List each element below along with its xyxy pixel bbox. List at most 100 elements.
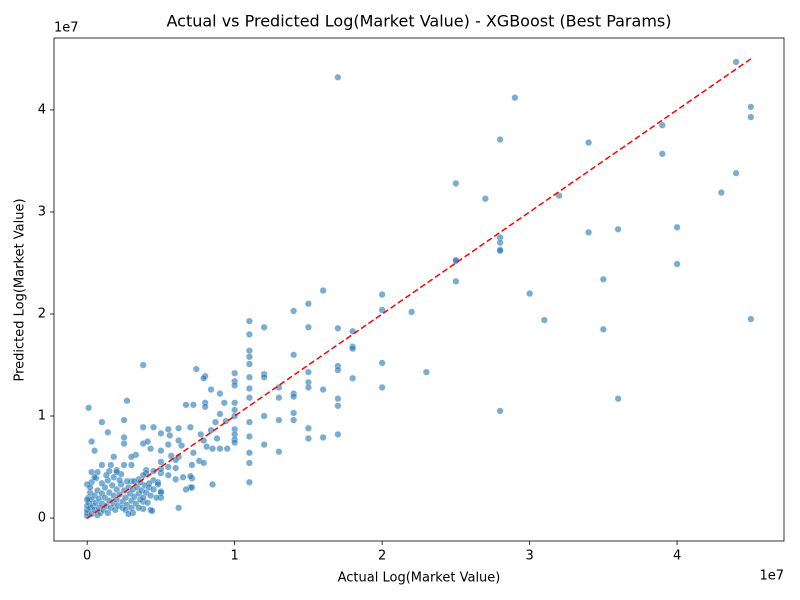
- scatter-point: [378, 306, 386, 314]
- scatter-point: [86, 483, 94, 491]
- scatter-point: [189, 449, 197, 457]
- scatter-point: [496, 247, 504, 255]
- scatter-point: [732, 58, 740, 66]
- scatter-point: [144, 437, 152, 446]
- scatter-point: [220, 399, 228, 407]
- scatter-point: [189, 401, 197, 409]
- scatter-point: [717, 189, 725, 197]
- scatter-point: [98, 418, 106, 426]
- scatter-point: [334, 366, 342, 374]
- scatter-point: [186, 472, 194, 480]
- scatter-point: [201, 403, 209, 411]
- x-tick-label: 2: [378, 549, 386, 564]
- scatter-point: [127, 461, 135, 469]
- scatter-point: [154, 480, 162, 488]
- scatter-point: [245, 360, 253, 368]
- scatter-point: [747, 103, 755, 111]
- scatter-point: [747, 113, 755, 121]
- scatter-point: [98, 479, 106, 487]
- scatter-point: [149, 423, 158, 431]
- scatter-point: [231, 399, 239, 407]
- scatter-point: [149, 485, 158, 494]
- scatter-point: [304, 383, 312, 391]
- scatter-point: [408, 308, 416, 316]
- scatter-point: [304, 424, 312, 432]
- scatter-point: [192, 365, 200, 373]
- scatter-point: [197, 430, 205, 438]
- scatter-point: [245, 394, 253, 402]
- x-tick-label: 0: [83, 549, 91, 564]
- scatter-point: [123, 477, 131, 485]
- scatter-point: [120, 440, 128, 448]
- scatter-point: [260, 323, 268, 331]
- scatter-point: [91, 473, 99, 481]
- scatter-point: [599, 325, 607, 333]
- scatter-point: [139, 361, 147, 369]
- scatter-point: [245, 418, 253, 426]
- scatter-point: [208, 480, 217, 488]
- scatter-point: [245, 330, 253, 338]
- scatter-point: [200, 459, 208, 467]
- scatter-point: [172, 456, 180, 464]
- scatter-point: [98, 461, 106, 469]
- scatter-point: [147, 445, 155, 453]
- y-tick-label: 1: [38, 409, 46, 424]
- scatter-point: [245, 478, 253, 486]
- scatter-point: [213, 434, 221, 443]
- scatter-point: [496, 135, 504, 144]
- reference-line: [86, 58, 752, 519]
- scatter-point: [275, 394, 283, 402]
- scatter-point: [88, 437, 96, 446]
- scatter-point: [216, 445, 224, 453]
- scatter-point: [599, 275, 607, 283]
- scatter-point: [614, 395, 622, 403]
- scatter-point: [124, 510, 133, 518]
- scatter-point: [113, 468, 121, 476]
- scatter-point: [452, 277, 460, 285]
- scatter-point: [658, 150, 666, 158]
- y-tick-label: 3: [38, 204, 46, 219]
- scatter-point: [732, 169, 740, 177]
- scatter-point: [85, 404, 93, 412]
- scatter-point: [319, 385, 327, 394]
- scatter-point: [526, 290, 534, 298]
- scatter-point: [275, 416, 283, 424]
- scatter-point: [496, 407, 504, 415]
- scatter-point: [260, 441, 268, 449]
- scatter-point: [166, 431, 174, 439]
- scatter-point: [304, 368, 312, 376]
- scatter-point: [245, 317, 253, 325]
- scatter-point: [245, 459, 253, 467]
- scatter-point: [120, 416, 128, 424]
- scatter-point: [223, 445, 231, 453]
- x-tick-label: 4: [673, 549, 681, 564]
- scatter-point: [245, 353, 253, 361]
- scatter-point: [614, 225, 622, 233]
- scatter-point: [175, 504, 183, 512]
- scatter-point: [673, 260, 681, 268]
- scatter-point: [188, 483, 196, 491]
- scatter-point: [108, 481, 116, 489]
- scatter-point: [207, 385, 215, 394]
- scatter-point: [304, 300, 312, 308]
- scatter-point: [182, 401, 190, 409]
- scatter-point: [231, 381, 239, 389]
- scatter-point: [144, 499, 152, 507]
- x-offset-label: 1e7: [759, 569, 784, 584]
- scatter-point: [164, 425, 172, 433]
- scatter-point: [585, 139, 593, 147]
- scatter-point: [452, 179, 460, 187]
- scatter-point: [157, 447, 165, 455]
- scatter-point: [231, 369, 239, 377]
- scatter-point: [260, 373, 268, 381]
- scatter-point: [157, 429, 165, 437]
- scatter-point: [178, 442, 186, 450]
- scatter-point: [334, 395, 342, 403]
- scatter-point: [334, 402, 342, 410]
- scatter-point: [164, 471, 172, 479]
- scatter-point: [747, 315, 755, 323]
- scatter-point: [260, 412, 268, 420]
- scatter-point: [127, 453, 135, 461]
- scatter-point: [200, 374, 208, 382]
